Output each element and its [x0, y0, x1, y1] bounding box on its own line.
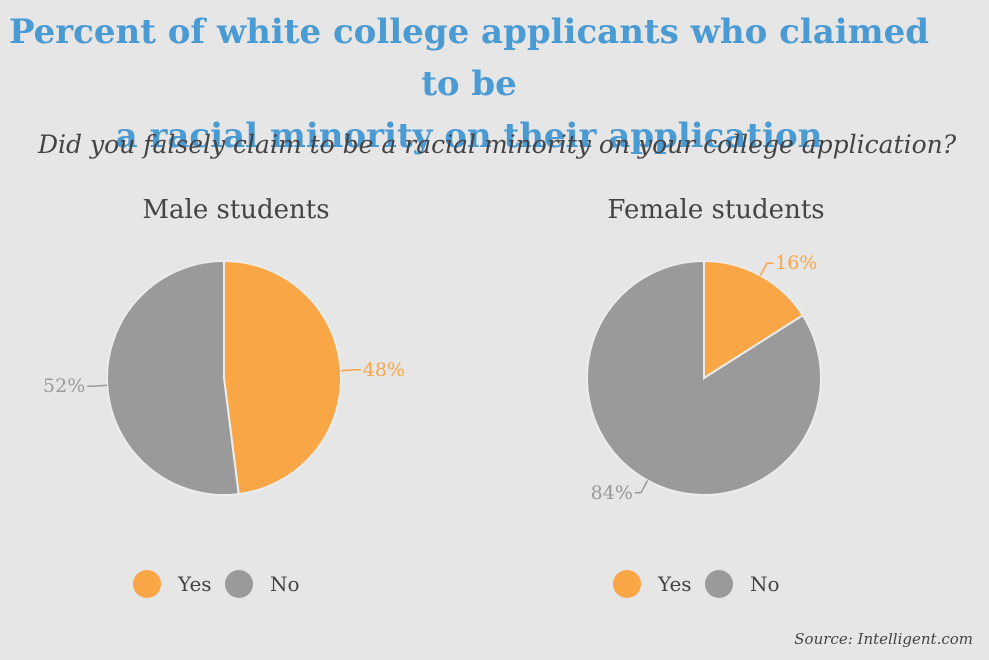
chart-title: Percent of white college applicants who … — [0, 6, 938, 162]
female-students-legend-swatch-yes — [613, 570, 641, 598]
male-students-legend-swatch-no — [225, 570, 253, 598]
male-students-slice-no — [106, 259, 240, 496]
female-students-slice-no — [586, 259, 822, 496]
male-students-data-label-yes: 48% — [363, 359, 405, 381]
female-students-legend-label-yes: Yes — [657, 572, 692, 596]
male-students-leader-line-yes — [340, 369, 361, 372]
source-note: Source: Intelligent.com — [794, 630, 973, 648]
female-students-leader-line-yes — [759, 262, 774, 276]
male-students-legend-label-no: No — [270, 572, 300, 596]
male-students-pie-title: Male students — [142, 195, 329, 225]
male-students-leader-line-no — [87, 384, 108, 387]
male-students-slice-yes — [223, 259, 343, 496]
female-students-leader-line-no — [634, 480, 649, 494]
female-students-pie-title: Female students — [607, 195, 824, 225]
chart-subtitle: Did you falsely claim to be a racial min… — [38, 130, 957, 159]
male-students-data-label-no: 52% — [43, 375, 85, 397]
chart-title-line-1: Percent of white college applicants who … — [8, 12, 930, 104]
female-students-legend-label-no: No — [750, 572, 780, 596]
male-students-legend-swatch-yes — [133, 570, 161, 598]
female-students-legend-swatch-no — [705, 570, 733, 598]
chart-title-line-2: a racial minority on their application — [115, 116, 823, 156]
female-students-data-label-yes: 16% — [775, 252, 817, 274]
female-students-data-label-no: 84% — [591, 482, 633, 504]
male-students-legend-label-yes: Yes — [177, 572, 212, 596]
